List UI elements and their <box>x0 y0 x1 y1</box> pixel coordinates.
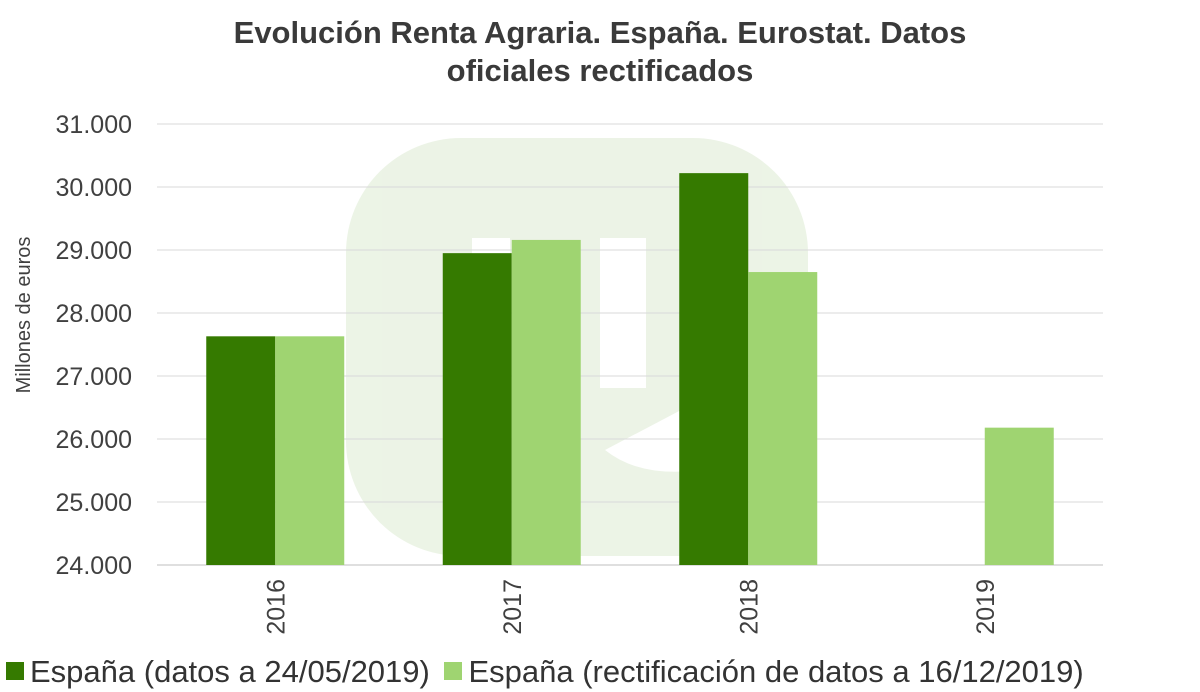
legend-swatch-series-1 <box>6 662 24 680</box>
y-tick-label: 29.000 <box>56 237 132 265</box>
bar <box>748 272 818 565</box>
y-tick-label: 28.000 <box>56 300 132 328</box>
y-tick-label: 24.000 <box>56 552 132 580</box>
y-tick-label: 30.000 <box>56 174 132 202</box>
bar <box>984 427 1054 565</box>
bars <box>206 173 1054 566</box>
bar <box>511 239 581 566</box>
x-tick-label: 2019 <box>972 579 1000 635</box>
y-tick-label: 27.000 <box>56 363 132 391</box>
y-axis-ticks: 24.000 25.000 26.000 27.000 28.000 29.000 30.0… <box>56 111 132 580</box>
legend-item-series-1: España (datos a 24/05/2019) <box>6 652 430 692</box>
chart-title-line-2: oficiales rectificados <box>446 53 754 88</box>
bar-chart: 24.000 25.000 26.000 27.000 28.000 29.000 30.0… <box>13 111 1103 635</box>
chart-title: Evolución Renta Agraria. España. Eurosta… <box>0 14 1200 90</box>
chart-title-line-1: Evolución Renta Agraria. España. Eurosta… <box>233 15 967 50</box>
legend-swatch-series-2 <box>444 662 463 680</box>
y-axis-label: Millones de euros <box>13 237 35 394</box>
legend-label-series-1: España (datos a 24/05/2019) <box>30 654 430 689</box>
bar <box>206 336 276 565</box>
y-tick-label: 25.000 <box>56 489 132 517</box>
x-axis-ticks: 2016 2017 2018 2019 <box>262 579 1000 635</box>
bar <box>442 253 512 565</box>
x-tick-label: 2016 <box>262 579 290 635</box>
x-tick-label: 2018 <box>735 579 763 635</box>
legend: España (datos a 24/05/2019) España (rect… <box>6 652 1090 692</box>
legend-item-series-2: España (rectificación de datos a 16/12/2… <box>444 652 1084 692</box>
y-tick-label: 26.000 <box>56 426 132 454</box>
bar <box>275 336 345 565</box>
legend-label-series-2: España (rectificación de datos a 16/12/2… <box>468 654 1084 689</box>
x-tick-label: 2017 <box>499 579 527 635</box>
y-tick-label: 31.000 <box>56 111 132 139</box>
bar <box>679 173 749 565</box>
